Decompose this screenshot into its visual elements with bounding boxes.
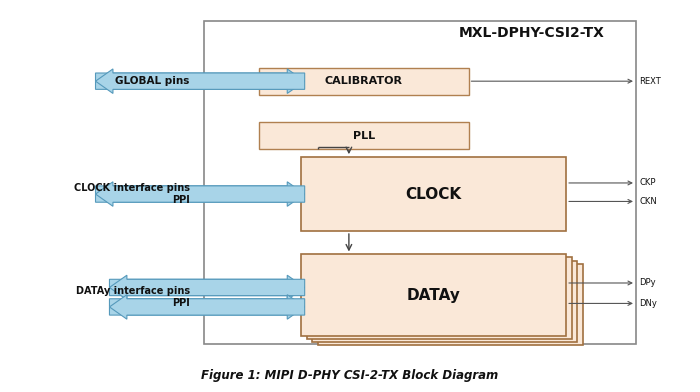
- Text: Figure 1: MIPI D-PHY CSI-2-TX Block Diagram: Figure 1: MIPI D-PHY CSI-2-TX Block Diag…: [202, 368, 498, 381]
- Text: CALIBRATOR: CALIBRATOR: [325, 76, 403, 86]
- FancyArrow shape: [109, 295, 304, 319]
- Text: REXT: REXT: [639, 77, 661, 86]
- Bar: [260, 122, 468, 149]
- Text: CLOCK interface pins
PPI: CLOCK interface pins PPI: [74, 183, 190, 205]
- FancyArrow shape: [95, 69, 304, 93]
- Text: DPy: DPy: [639, 278, 656, 287]
- FancyArrow shape: [109, 295, 304, 319]
- Bar: [307, 258, 572, 339]
- Text: PLL: PLL: [353, 131, 375, 141]
- Bar: [312, 261, 578, 342]
- Text: CLOCK: CLOCK: [405, 187, 462, 201]
- Bar: [301, 254, 566, 336]
- Bar: [204, 21, 636, 344]
- FancyArrow shape: [95, 182, 304, 206]
- Bar: [301, 157, 566, 231]
- FancyArrow shape: [95, 69, 304, 93]
- Bar: [260, 67, 468, 95]
- Text: DNy: DNy: [639, 299, 657, 308]
- FancyArrow shape: [109, 275, 304, 300]
- FancyArrow shape: [109, 275, 304, 300]
- Text: DATAy interface pins
PPI: DATAy interface pins PPI: [76, 287, 190, 308]
- Text: CKN: CKN: [639, 197, 657, 206]
- Text: DATAy: DATAy: [407, 288, 461, 303]
- Text: CKP: CKP: [639, 178, 656, 187]
- Text: MXL-DPHY-CSI2-TX: MXL-DPHY-CSI2-TX: [458, 25, 604, 40]
- Bar: [318, 264, 583, 345]
- Text: GLOBAL pins: GLOBAL pins: [116, 76, 190, 86]
- FancyArrow shape: [95, 182, 304, 206]
